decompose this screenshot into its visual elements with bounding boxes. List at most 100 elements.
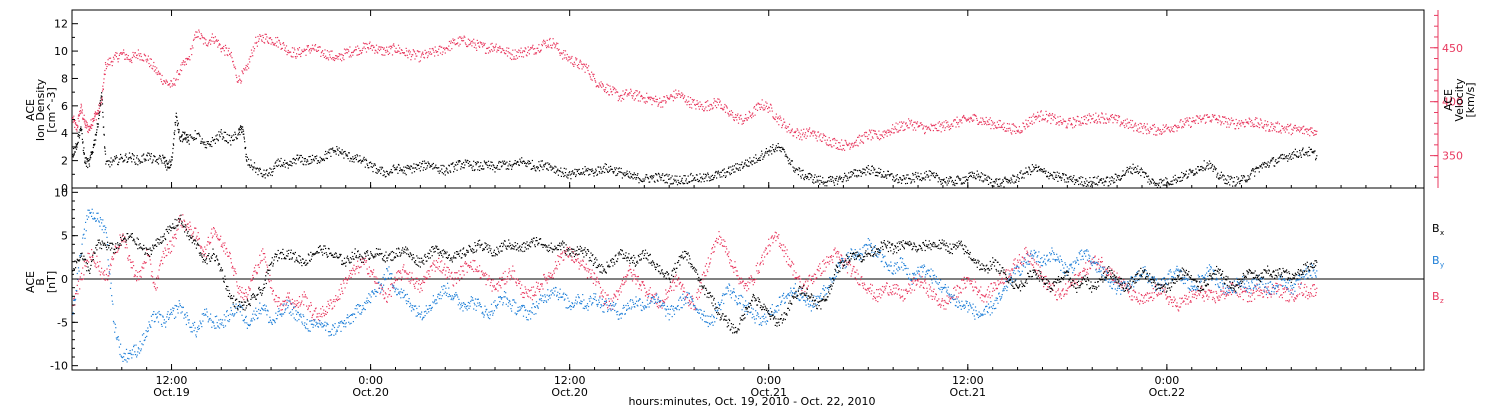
velocity-point bbox=[633, 99, 635, 101]
bz-point bbox=[341, 287, 343, 289]
velocity-point bbox=[848, 142, 850, 144]
velocity-point bbox=[884, 134, 886, 136]
density-point bbox=[1008, 181, 1010, 183]
density-point bbox=[508, 163, 510, 165]
velocity-point bbox=[1015, 132, 1017, 134]
velocity-point bbox=[726, 106, 728, 108]
bz-point bbox=[143, 267, 145, 269]
velocity-point bbox=[278, 40, 280, 42]
velocity-point bbox=[1194, 122, 1196, 124]
velocity-point bbox=[849, 148, 851, 150]
density-point bbox=[1253, 168, 1255, 170]
velocity-point bbox=[445, 47, 447, 49]
velocity-point bbox=[215, 40, 217, 42]
velocity-point bbox=[502, 48, 504, 50]
bz-point bbox=[415, 282, 417, 284]
density-point bbox=[1217, 172, 1219, 174]
velocity-point bbox=[1079, 120, 1081, 122]
velocity-point bbox=[1273, 125, 1275, 128]
velocity-point bbox=[839, 145, 841, 147]
density-point bbox=[498, 162, 500, 164]
velocity-point bbox=[407, 51, 410, 53]
density-point bbox=[1316, 155, 1318, 157]
density-point bbox=[146, 155, 148, 157]
density-point bbox=[764, 154, 766, 156]
bz-point bbox=[374, 282, 376, 284]
density-point bbox=[235, 136, 237, 138]
velocity-point bbox=[748, 110, 750, 112]
bz-point bbox=[263, 258, 265, 260]
density-point bbox=[325, 157, 327, 159]
density-point bbox=[459, 160, 461, 162]
bz-point bbox=[322, 312, 324, 314]
velocity-point bbox=[118, 58, 120, 60]
velocity-point bbox=[1204, 114, 1206, 116]
velocity-point bbox=[1018, 131, 1020, 133]
density-point bbox=[1191, 170, 1193, 172]
bz-point bbox=[288, 292, 290, 294]
density-point bbox=[753, 156, 755, 159]
bz-point bbox=[121, 235, 123, 237]
velocity-point bbox=[1060, 122, 1062, 124]
bz-point bbox=[372, 272, 374, 274]
velocity-point bbox=[480, 42, 482, 44]
velocity-point bbox=[621, 97, 623, 99]
velocity-point bbox=[599, 84, 601, 86]
velocity-point bbox=[1174, 124, 1176, 126]
velocity-point bbox=[182, 63, 184, 66]
velocity-point bbox=[107, 59, 109, 61]
bz-point bbox=[177, 228, 179, 230]
velocity-point bbox=[1083, 119, 1086, 121]
velocity-point bbox=[99, 110, 101, 112]
density-point bbox=[78, 131, 80, 133]
density-point bbox=[774, 151, 776, 153]
density-point bbox=[102, 111, 104, 113]
bz-point bbox=[418, 279, 420, 282]
density-point bbox=[1244, 179, 1246, 181]
velocity-point bbox=[759, 108, 761, 110]
velocity-point bbox=[276, 41, 278, 43]
velocity-point bbox=[1050, 122, 1052, 125]
velocity-point bbox=[1190, 125, 1192, 128]
velocity-point bbox=[1219, 120, 1221, 122]
density-point bbox=[849, 176, 851, 178]
velocity-point bbox=[80, 110, 82, 112]
density-point bbox=[659, 177, 661, 179]
velocity-point bbox=[80, 105, 83, 107]
velocity-point bbox=[1040, 110, 1042, 112]
velocity-point bbox=[79, 112, 81, 114]
bz-point bbox=[198, 237, 200, 240]
velocity-point bbox=[516, 57, 519, 59]
bz-point bbox=[75, 293, 77, 295]
density-point bbox=[778, 146, 780, 149]
velocity-point bbox=[374, 52, 376, 54]
density-point bbox=[1242, 175, 1244, 177]
density-point bbox=[90, 153, 92, 155]
velocity-point bbox=[1122, 122, 1124, 124]
velocity-point bbox=[727, 113, 730, 115]
velocity-point bbox=[439, 52, 442, 54]
velocity-point bbox=[392, 44, 394, 46]
bz-point bbox=[236, 285, 238, 287]
density-point bbox=[1218, 178, 1220, 180]
density-point bbox=[979, 179, 981, 181]
bz-point bbox=[168, 248, 170, 250]
bz-point bbox=[128, 255, 131, 257]
bz-point bbox=[420, 287, 422, 289]
velocity-point bbox=[890, 130, 892, 132]
velocity-point bbox=[413, 51, 416, 53]
bz-point bbox=[322, 305, 324, 308]
velocity-point bbox=[683, 96, 685, 98]
density-point bbox=[957, 176, 959, 178]
velocity-point bbox=[365, 42, 367, 45]
velocity-point bbox=[558, 48, 560, 50]
velocity-point bbox=[1261, 122, 1263, 124]
bz-point bbox=[139, 275, 141, 277]
density-point bbox=[389, 172, 391, 174]
density-point bbox=[1313, 152, 1315, 154]
velocity-point bbox=[158, 73, 160, 75]
velocity-point bbox=[249, 56, 251, 58]
velocity-point bbox=[290, 55, 292, 57]
density-point bbox=[1248, 176, 1250, 178]
density-point bbox=[1157, 183, 1159, 185]
